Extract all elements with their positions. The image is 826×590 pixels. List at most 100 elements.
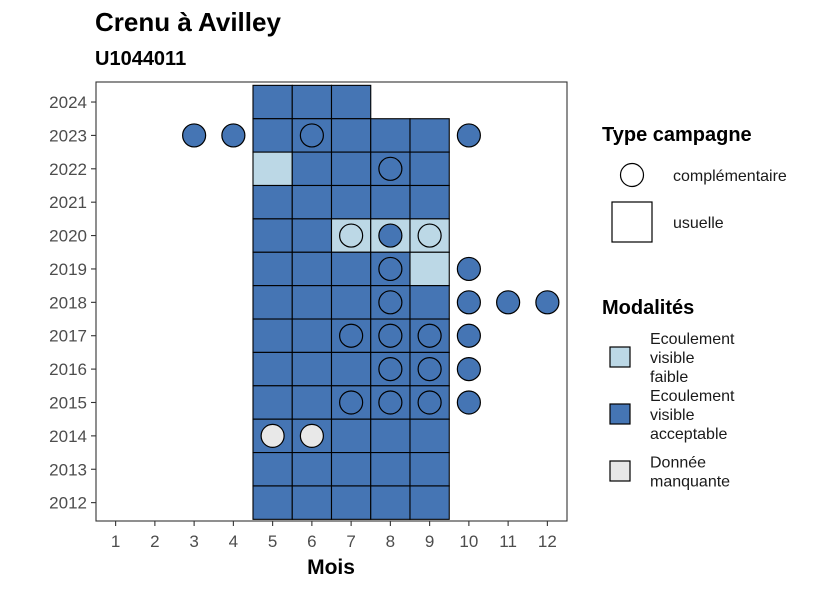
x-axis: 1 2 3 4 5 6 7 8 9 10 11 12 xyxy=(111,521,557,551)
tile xyxy=(409,285,450,320)
point xyxy=(456,323,481,348)
tile xyxy=(330,285,372,320)
tile xyxy=(252,351,293,387)
tile xyxy=(409,151,450,187)
y-tick-label: 2016 xyxy=(49,360,87,379)
y-tick-label: 2014 xyxy=(49,427,87,446)
plot-border xyxy=(95,81,568,522)
y-tick-label: 2017 xyxy=(49,327,87,346)
tile xyxy=(291,218,333,253)
tile xyxy=(370,184,411,220)
tile xyxy=(291,251,333,287)
x-tick-label: 11 xyxy=(499,532,517,551)
y-tick-label: 2019 xyxy=(49,260,87,279)
tile xyxy=(252,184,293,220)
tile xyxy=(291,151,333,187)
x-tick-label: 4 xyxy=(229,532,238,551)
tile xyxy=(409,418,450,454)
tile xyxy=(252,285,293,320)
legend-modalite-label: acceptable xyxy=(650,426,727,443)
x-tick-label: 3 xyxy=(189,532,198,551)
x-tick-label: 2 xyxy=(150,532,159,551)
tile xyxy=(370,418,411,454)
x-tick-label: 1 xyxy=(111,532,120,551)
legend-modalite-label: Ecoulement xyxy=(650,388,735,405)
y-tick-label: 2022 xyxy=(49,160,87,179)
x-tick-label: 5 xyxy=(268,532,277,551)
point xyxy=(456,290,481,315)
tile xyxy=(409,251,450,287)
point xyxy=(299,123,324,148)
legend-color-key xyxy=(609,346,631,368)
point xyxy=(339,323,364,348)
y-tick-label: 2024 xyxy=(49,93,87,112)
chart-subtitle: U1044011 xyxy=(95,48,186,70)
tile xyxy=(291,84,333,120)
point xyxy=(456,390,481,415)
tile xyxy=(291,351,333,387)
legend-type-label: complémentaire xyxy=(673,168,787,185)
tile xyxy=(330,452,372,487)
legend-modalite-label: visible xyxy=(650,350,695,367)
tile xyxy=(252,452,293,487)
point xyxy=(378,323,403,348)
x-tick-label: 12 xyxy=(538,532,557,551)
tile xyxy=(291,485,333,520)
x-tick-label: 10 xyxy=(459,532,478,551)
tile xyxy=(370,485,411,520)
point xyxy=(496,290,521,315)
tile xyxy=(330,84,372,120)
x-tick-label: 7 xyxy=(346,532,355,551)
y-axis: 2012 2013 2014 2015 2016 2017 2018 2019 2020 2021… xyxy=(49,93,96,513)
tile xyxy=(291,285,333,320)
tile xyxy=(330,418,372,454)
tile xyxy=(252,251,293,287)
legend-modalite-label: manquante xyxy=(650,474,730,491)
tile xyxy=(252,151,293,187)
point xyxy=(535,290,560,315)
tiles-layer xyxy=(252,84,450,520)
tile xyxy=(291,385,333,420)
point xyxy=(456,357,481,382)
legend-type-title: Type campagne xyxy=(602,124,752,146)
point xyxy=(456,123,481,148)
tile xyxy=(370,452,411,487)
tile xyxy=(330,485,372,520)
y-tick-label: 2023 xyxy=(49,126,87,145)
point xyxy=(378,290,403,315)
tile xyxy=(330,118,372,153)
legend-color-key xyxy=(609,460,631,482)
tile xyxy=(330,184,372,220)
tile xyxy=(330,351,372,387)
tile xyxy=(330,251,372,287)
y-tick-label: 2013 xyxy=(49,460,87,479)
tile xyxy=(252,318,293,353)
x-tick-label: 9 xyxy=(425,532,434,551)
tile xyxy=(370,118,411,153)
point xyxy=(378,223,403,248)
y-tick-label: 2020 xyxy=(49,227,87,246)
points-layer xyxy=(182,123,560,448)
tile xyxy=(291,452,333,487)
point xyxy=(378,390,403,415)
x-tick-label: 8 xyxy=(386,532,395,551)
legend-square-key xyxy=(611,201,653,243)
point xyxy=(378,156,403,181)
tile xyxy=(291,318,333,353)
x-tick-label: 6 xyxy=(307,532,316,551)
point xyxy=(417,223,442,248)
point xyxy=(456,256,481,282)
tile xyxy=(252,218,293,253)
tile xyxy=(252,84,293,120)
y-tick-label: 2012 xyxy=(49,494,87,513)
y-tick-label: 2021 xyxy=(49,193,87,212)
point xyxy=(378,357,403,382)
point xyxy=(417,357,442,382)
point xyxy=(417,390,442,415)
chart-title: Crenu à Avilley xyxy=(95,7,281,37)
legend: Type campagne complémentaire usuelle Moda… xyxy=(602,124,787,491)
legend-circle-key xyxy=(619,162,645,188)
tile xyxy=(409,452,450,487)
tile xyxy=(252,385,293,420)
